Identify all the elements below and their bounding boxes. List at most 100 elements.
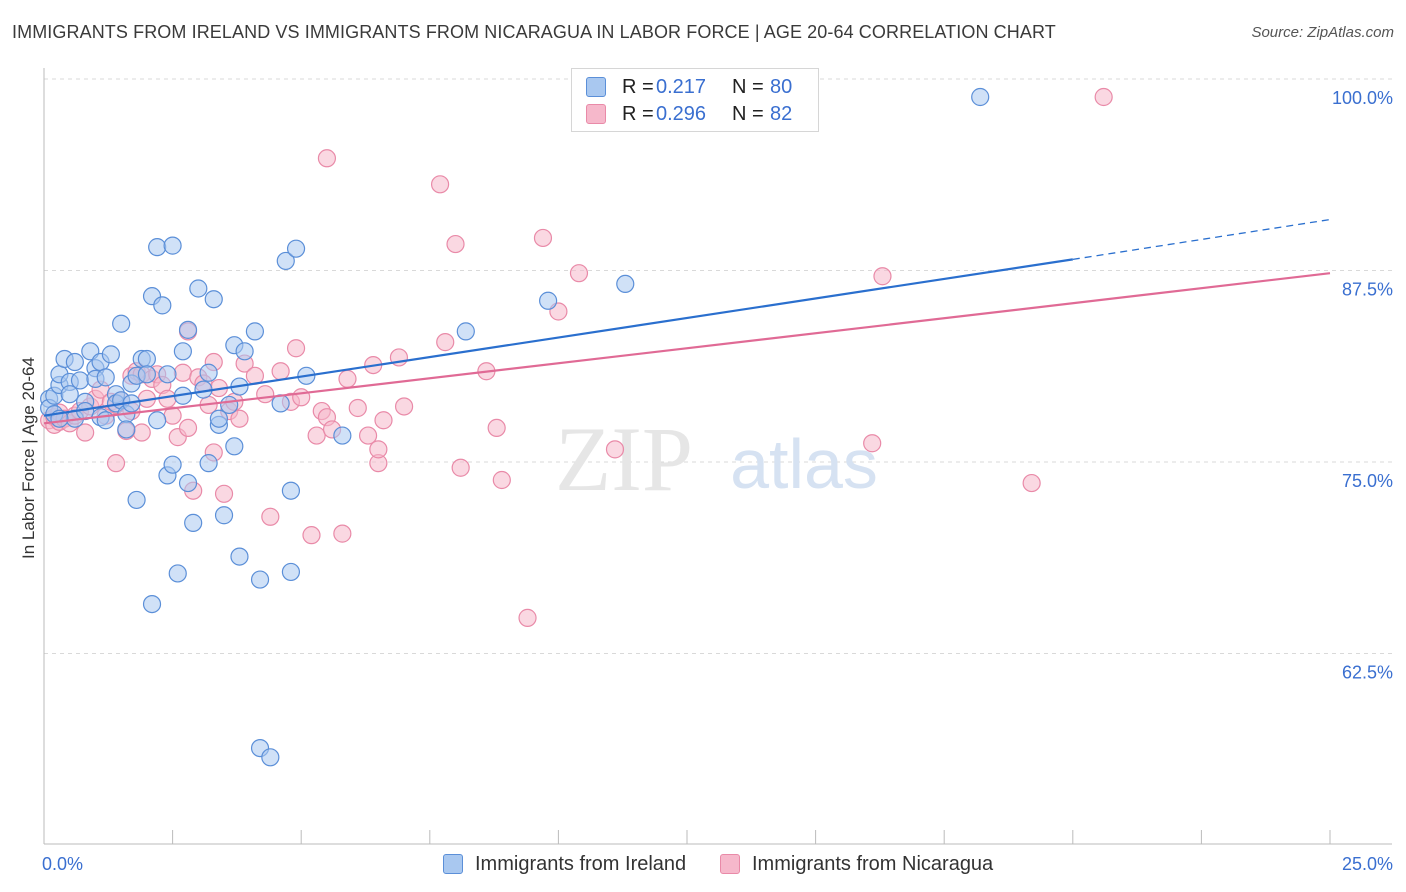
ireland-point [286,239,306,258]
nicaragua-point [569,264,589,283]
nicaragua-point [394,397,414,416]
ireland-point [199,363,218,382]
ireland-point [214,506,234,525]
ireland-point [276,251,295,271]
nicaragua-swatch [586,104,606,124]
axes [43,68,1392,845]
legend-row-ireland: R = 0.217 N = 80 [586,75,792,99]
x-tick-label: 25.0% [1342,854,1393,874]
n-value: 82 [770,102,793,125]
ireland-legend-label: Immigrants from Ireland [475,852,687,875]
axis-tick-labels: 62.5% 75.0% 87.5% 100.0% 0.0% 25.0% [42,88,1393,874]
nicaragua-point [230,409,249,428]
ireland-point [333,426,352,445]
r-label: R = [622,102,654,125]
nicaragua-point [132,423,151,442]
ireland-point [112,314,131,333]
nicaragua-point [76,423,95,442]
nicaragua-point [292,388,311,407]
y-tick-label: 87.5% [1342,280,1393,300]
nicaragua-point [492,470,511,490]
r-value: 0.217 [656,75,707,98]
ireland-point [142,594,162,614]
ireland-point [225,437,244,456]
nicaragua-point [369,440,388,459]
n-label: N = [732,75,764,98]
chart-title: IMMIGRANTS FROM IRELAND VS IMMIGRANTS FR… [12,22,1056,42]
nicaragua-point [286,339,306,358]
nicaragua-point [1022,473,1041,493]
ireland-point [184,513,203,532]
ireland-point [148,238,167,257]
ireland-point [70,371,90,390]
bottom-legend-ireland: Immigrants from Ireland [443,852,686,876]
nicaragua-point [338,369,357,388]
ireland-point [204,290,223,309]
watermark-zip: ZIP [555,408,693,510]
ireland-point [173,342,192,361]
ireland-point [158,365,177,384]
ireland-point [220,395,239,415]
stats-legend: R = 0.217 N = 80 R = 0.296 N = 82 [571,68,819,132]
trend-lines [43,218,1331,425]
ireland-point [60,385,79,404]
nicaragua-point [214,484,234,503]
nicaragua-legend-label: Immigrants from Nicaragua [752,852,994,875]
ireland-point [96,411,115,430]
ireland-point [539,291,558,310]
nicaragua-point [261,507,280,526]
ireland-point [137,349,156,369]
nicaragua-point [518,608,537,627]
nicaragua-point [605,440,625,459]
ireland-point [168,564,187,583]
nicaragua-point [451,458,470,477]
y-tick-label: 75.0% [1342,471,1393,491]
nicaragua-point [873,267,892,286]
nicaragua-point [863,434,882,453]
ireland-trend-line [43,258,1073,417]
nicaragua-point [348,398,367,418]
nicaragua-point [271,362,290,381]
nicaragua-point [307,426,326,445]
nicaragua-trend-line [43,272,1331,425]
n-label: N = [732,102,764,125]
legend-row-nicaragua: R = 0.296 N = 82 [586,102,792,126]
ireland-point [209,409,228,428]
y-axis-label: In Labor Force | Age 20-64 [19,357,38,559]
nicaragua-point [358,426,378,445]
ireland-point [101,345,120,364]
ireland-point [189,279,208,298]
ireland-point [163,236,182,255]
ireland-point [96,368,115,387]
n-value: 80 [770,75,793,98]
ireland-trend-extension [1072,218,1331,261]
r-value: 0.296 [656,102,707,125]
nicaragua-point [173,363,192,382]
ireland-point [137,365,156,384]
nicaragua-point [1094,87,1113,107]
ireland-point [230,547,249,566]
nicaragua-legend-swatch [720,854,740,874]
r-label: R = [622,75,654,98]
ireland-point [281,562,301,582]
nicaragua-point [333,524,352,543]
y-tick-label: 100.0% [1332,88,1393,108]
nicaragua-point [256,385,275,404]
watermark-atlas: atlas [730,425,878,503]
ireland-point [456,322,475,341]
nicaragua-point [317,149,337,168]
ireland-swatch [586,77,606,97]
x-tick-label: 0.0% [42,854,83,874]
nicaragua-point [302,526,321,545]
ireland-point [199,454,218,473]
ireland-point [245,322,265,341]
ireland-point [261,748,280,767]
ireland-point [235,342,254,361]
nicaragua-point [533,228,553,248]
nicaragua-point [436,333,455,352]
nicaragua-point [487,418,506,438]
ireland-point [153,296,172,315]
y-tick-label: 62.5% [1342,663,1393,683]
ireland-point [65,352,84,372]
